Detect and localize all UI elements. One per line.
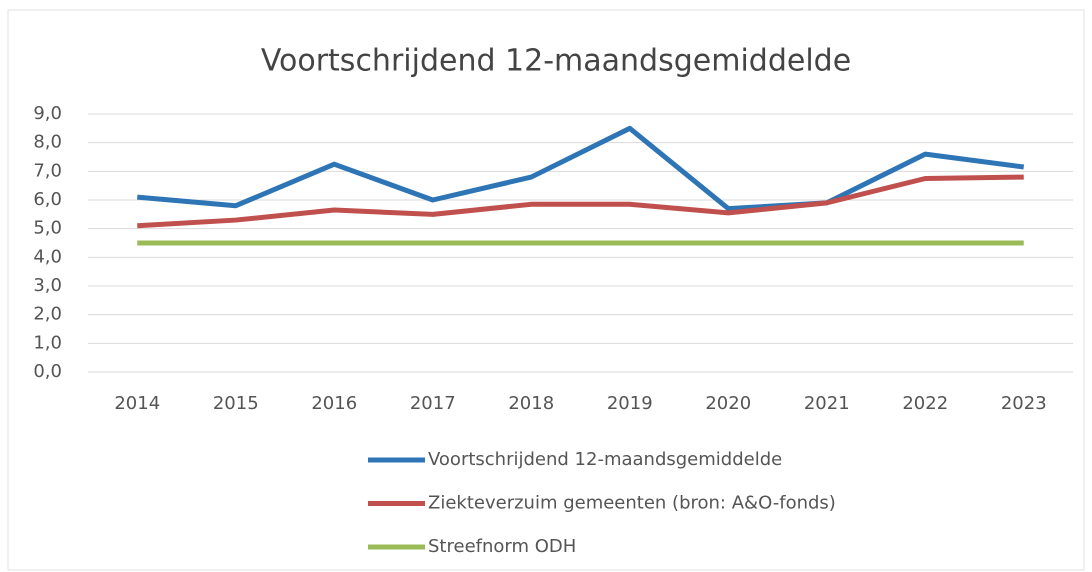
x-tick-label: 2022 [902, 393, 948, 414]
y-tick-label: 7,0 [33, 160, 62, 181]
legend-label: Ziekteverzuim gemeenten (bron: A&O-fonds… [428, 493, 836, 514]
x-tick-label: 2016 [311, 393, 357, 414]
y-tick-label: 4,0 [33, 246, 62, 267]
x-tick-label: 2014 [114, 393, 160, 414]
x-tick-label: 2023 [1001, 393, 1047, 414]
chart-frame [7, 9, 1085, 571]
y-tick-label: 6,0 [33, 189, 62, 210]
y-tick-label: 8,0 [33, 132, 62, 153]
y-tick-label: 3,0 [33, 275, 62, 296]
y-tick-label: 9,0 [33, 103, 62, 124]
y-tick-label: 1,0 [33, 332, 62, 353]
y-tick-label: 5,0 [33, 218, 62, 239]
y-tick-label: 0,0 [33, 361, 62, 382]
series-line [137, 174, 1024, 229]
series-line [137, 125, 1025, 212]
y-tick-label: 2,0 [33, 304, 62, 325]
legend-label: Voortschrijdend 12-maandsgemiddelde [428, 449, 782, 470]
chart-title: Voortschrijdend 12-maandsgemiddelde [261, 44, 851, 79]
x-tick-label: 2020 [705, 393, 751, 414]
x-tick-label: 2017 [410, 393, 456, 414]
x-tick-label: 2015 [213, 393, 259, 414]
legend-label: Streefnorm ODH [428, 536, 576, 557]
x-tick-label: 2018 [508, 393, 554, 414]
x-tick-label: 2021 [804, 393, 850, 414]
x-tick-label: 2019 [607, 393, 653, 414]
